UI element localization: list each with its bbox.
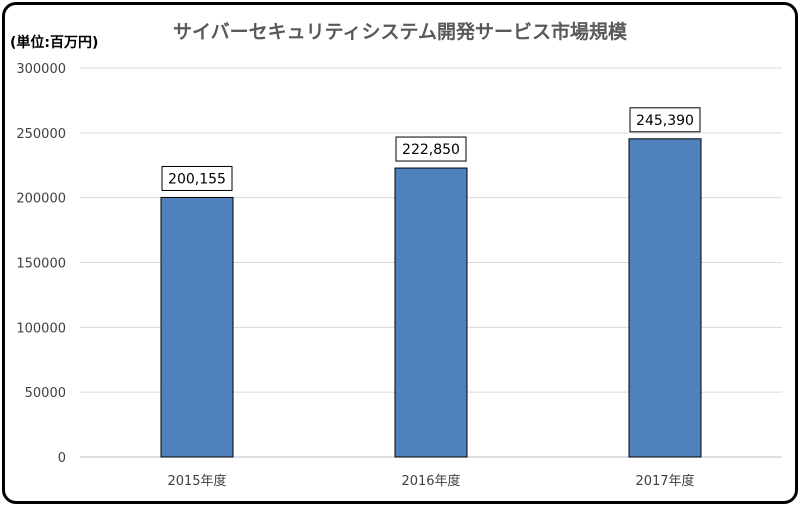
unit-label: (単位:百万円) (10, 34, 98, 51)
data-label-box (395, 136, 467, 162)
bar (160, 196, 234, 458)
y-tick-label: 250000 (16, 127, 66, 142)
data-label: 245,390 (636, 113, 694, 129)
y-tick-label: 100000 (16, 321, 66, 336)
x-axis-categories: 2015年度 2016年度 2017年度 (167, 473, 694, 489)
data-label-box (629, 107, 701, 133)
x-category-label: 2016年度 (401, 473, 460, 489)
y-tick-label: 0 (58, 451, 66, 466)
y-tick-label: 150000 (16, 257, 66, 272)
data-labels: 200,155 222,850 245,390 (161, 107, 701, 191)
y-tick-label: 50000 (25, 386, 66, 401)
bar (628, 138, 702, 458)
y-axis-ticks: 0 50000 100000 150000 200000 250000 300000 (16, 62, 66, 466)
data-label: 200,155 (168, 171, 226, 187)
data-label-box (161, 165, 233, 191)
y-tick-label: 300000 (16, 62, 66, 77)
x-category-label: 2015年度 (167, 473, 226, 489)
data-label: 222,850 (402, 142, 460, 158)
bars (160, 138, 702, 458)
x-category-label: 2017年度 (635, 473, 694, 489)
bar (394, 167, 468, 458)
chart-title: サイバーセキュリティシステム開発サービス市場規模 (173, 20, 628, 43)
y-tick-label: 200000 (16, 192, 66, 207)
